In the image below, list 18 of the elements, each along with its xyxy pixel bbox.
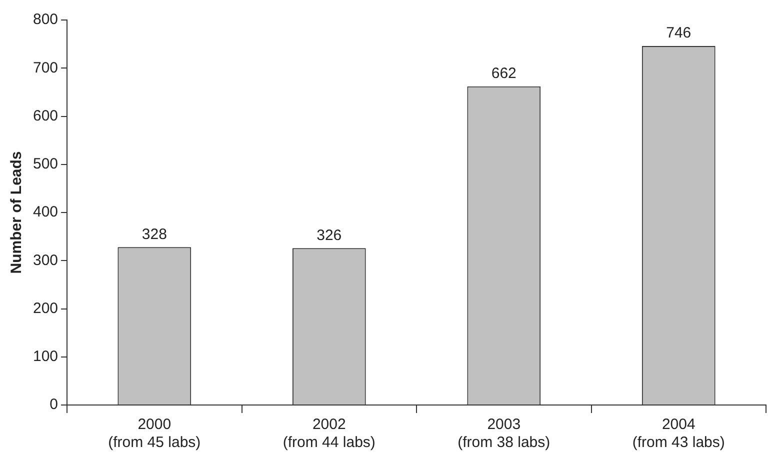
y-tick-label: 700 bbox=[32, 59, 58, 76]
x-tick-label: 2004 (from 43 labs) bbox=[632, 416, 725, 452]
x-tick-label: 2002 (from 44 labs) bbox=[282, 416, 376, 452]
x-tick-label: 2003 (from 38 labs) bbox=[458, 416, 550, 452]
x-tick-label: 2000 (from 45 labs) bbox=[108, 416, 201, 452]
y-tick-label: 500 bbox=[32, 156, 58, 173]
y-tick-label: 800 bbox=[32, 11, 58, 28]
data-label: 326 bbox=[316, 226, 342, 244]
data-label: 662 bbox=[491, 65, 516, 82]
y-tick-label: 600 bbox=[32, 107, 58, 124]
y-tick-label: 100 bbox=[32, 348, 58, 366]
y-tick-label: 400 bbox=[32, 204, 58, 221]
y-axis-title: Number of Leads bbox=[8, 151, 26, 274]
data-label: 328 bbox=[142, 226, 167, 243]
y-tick-label: 0 bbox=[50, 396, 58, 414]
y-tick-label: 300 bbox=[32, 252, 58, 269]
y-tick-label: 200 bbox=[32, 300, 58, 317]
data-label: 746 bbox=[666, 24, 692, 42]
